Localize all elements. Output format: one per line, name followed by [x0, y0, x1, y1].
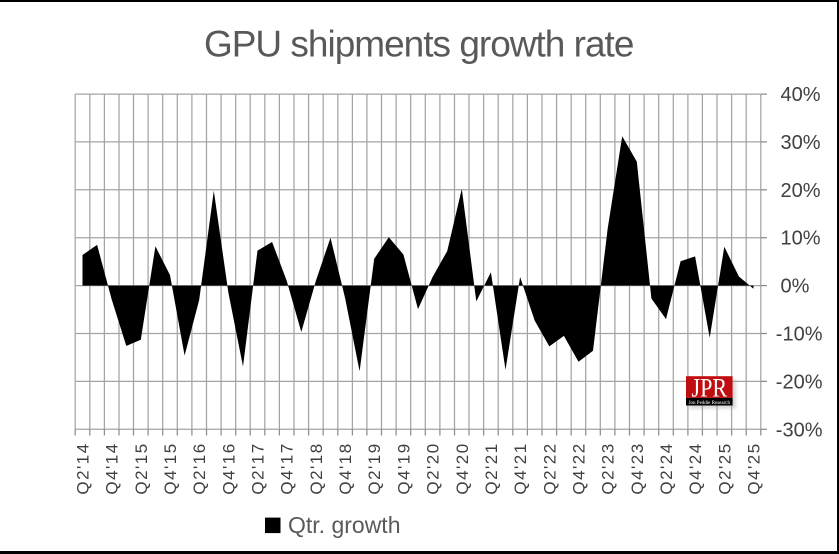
- svg-text:Q4'15: Q4'15: [161, 442, 180, 494]
- svg-text:JPR: JPR: [691, 375, 727, 403]
- svg-text:-20%: -20%: [776, 371, 823, 393]
- svg-text:Q4'22: Q4'22: [570, 442, 589, 494]
- svg-text:Q2'21: Q2'21: [482, 442, 501, 494]
- svg-text:Q4'19: Q4'19: [394, 442, 413, 494]
- svg-text:Q2'24: Q2'24: [657, 442, 676, 494]
- svg-text:Q2'23: Q2'23: [599, 442, 618, 494]
- svg-text:Q2'19: Q2'19: [365, 442, 384, 494]
- svg-text:GPU shipments growth rate: GPU shipments growth rate: [204, 23, 633, 64]
- svg-text:Q2'22: Q2'22: [540, 442, 559, 494]
- svg-text:Q4'25: Q4'25: [745, 442, 764, 494]
- svg-text:Qtr. growth: Qtr. growth: [288, 512, 400, 538]
- svg-text:Q4'24: Q4'24: [686, 442, 705, 494]
- svg-text:Q2'15: Q2'15: [132, 442, 151, 494]
- svg-text:Q2'17: Q2'17: [249, 442, 268, 494]
- svg-text:Q4'21: Q4'21: [511, 442, 530, 494]
- svg-text:20%: 20%: [781, 180, 821, 202]
- svg-text:Q4'17: Q4'17: [278, 442, 297, 494]
- svg-text:Q4'14: Q4'14: [103, 442, 122, 494]
- svg-text:Q4'18: Q4'18: [336, 442, 355, 494]
- svg-text:30%: 30%: [781, 132, 821, 154]
- svg-text:Q2'18: Q2'18: [307, 442, 326, 494]
- svg-text:10%: 10%: [781, 228, 821, 250]
- svg-text:Q2'20: Q2'20: [424, 442, 443, 494]
- svg-text:Q2'14: Q2'14: [74, 442, 93, 494]
- svg-text:Jon Peddie Research: Jon Peddie Research: [689, 401, 731, 406]
- svg-text:Q4'20: Q4'20: [453, 442, 472, 494]
- svg-text:-10%: -10%: [776, 324, 823, 346]
- svg-text:0%: 0%: [781, 276, 810, 298]
- svg-text:Q2'16: Q2'16: [190, 442, 209, 494]
- svg-text:40%: 40%: [781, 84, 821, 106]
- svg-text:Q4'16: Q4'16: [219, 442, 238, 494]
- svg-text:Q2'25: Q2'25: [715, 442, 734, 494]
- svg-text:-30%: -30%: [776, 419, 823, 441]
- svg-text:Q4'23: Q4'23: [628, 442, 647, 494]
